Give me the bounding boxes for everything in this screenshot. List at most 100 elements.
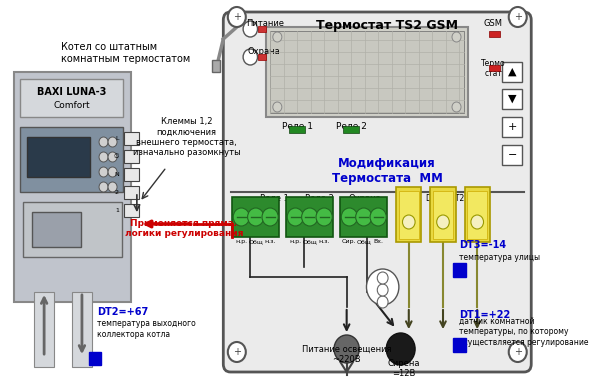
Text: Comfort: Comfort <box>54 101 91 111</box>
Text: Общ: Общ <box>248 239 263 244</box>
Bar <box>502 117 522 137</box>
Circle shape <box>243 21 257 37</box>
Circle shape <box>248 208 264 226</box>
Text: н.р.: н.р. <box>289 239 301 244</box>
Text: N: N <box>114 171 119 176</box>
Circle shape <box>108 182 117 192</box>
Bar <box>430 187 455 242</box>
Text: Охрана: Охрана <box>348 194 381 203</box>
Circle shape <box>452 102 461 112</box>
Circle shape <box>228 7 246 27</box>
Text: Котел со штатным
комнатным термостатом: Котел со штатным комнатным термостатом <box>61 42 190 63</box>
Bar <box>20 79 124 117</box>
Circle shape <box>273 102 282 112</box>
Text: +: + <box>233 347 241 357</box>
Circle shape <box>341 208 358 226</box>
Circle shape <box>334 335 359 363</box>
Text: Клеммы 1,2
подключения
внешнего термостата,
изначально разомкнуты: Клеммы 1,2 подключения внешнего термоста… <box>133 117 240 157</box>
Text: +: + <box>508 122 517 132</box>
Text: DT3: DT3 <box>472 194 488 203</box>
Text: н.з.: н.з. <box>265 239 276 244</box>
Bar <box>289 126 305 133</box>
Bar <box>399 191 419 239</box>
Text: Термо
стат: Термо стат <box>481 59 506 79</box>
Text: Питание освещения
~220В: Питание освещения ~220В <box>302 345 391 365</box>
Text: Реле 1: Реле 1 <box>281 122 313 131</box>
Bar <box>257 54 266 60</box>
Bar <box>489 65 500 71</box>
Circle shape <box>367 269 399 305</box>
Bar <box>340 197 387 237</box>
Bar <box>27 137 90 177</box>
Text: Реле 2: Реле 2 <box>336 122 367 131</box>
Circle shape <box>386 333 415 365</box>
Bar <box>270 31 464 113</box>
Text: температура улицы: температура улицы <box>459 252 540 262</box>
Bar <box>89 352 101 365</box>
Circle shape <box>99 137 108 147</box>
Bar <box>396 187 421 242</box>
Text: +: + <box>514 347 522 357</box>
Circle shape <box>471 215 484 229</box>
Text: DT1: DT1 <box>425 194 441 203</box>
Bar <box>502 145 522 165</box>
Circle shape <box>403 215 415 229</box>
Bar <box>124 150 139 163</box>
Text: Модификация
Термостата  ММ: Модификация Термостата ММ <box>332 157 443 185</box>
Text: 1: 1 <box>115 207 119 212</box>
Circle shape <box>509 7 527 27</box>
Bar <box>433 191 453 239</box>
Text: Общ: Общ <box>302 239 317 244</box>
Text: BAXI LUNA-3: BAXI LUNA-3 <box>37 87 107 97</box>
Text: Общ: Общ <box>356 239 371 244</box>
Text: Охрана: Охрана <box>247 47 280 56</box>
Text: Сирена
=12В: Сирена =12В <box>387 359 419 378</box>
Bar <box>20 127 124 192</box>
Text: ∅: ∅ <box>113 154 119 159</box>
Text: температура выходного
коллектора котла: температура выходного коллектора котла <box>97 319 196 339</box>
Circle shape <box>228 342 246 362</box>
Text: L: L <box>115 135 119 140</box>
Bar <box>34 292 54 367</box>
Circle shape <box>316 208 332 226</box>
Bar <box>124 204 139 217</box>
Circle shape <box>243 49 257 65</box>
Text: Применяется прямая
логики регулирования: Применяется прямая логики регулирования <box>125 219 244 238</box>
Circle shape <box>99 152 108 162</box>
Bar <box>232 197 279 237</box>
Text: DT2: DT2 <box>449 194 464 203</box>
Bar <box>453 263 466 277</box>
Text: Термостат TS2 GSM: Термостат TS2 GSM <box>316 19 458 32</box>
Bar <box>124 132 139 145</box>
Bar <box>489 31 500 37</box>
Bar <box>14 72 131 302</box>
Bar <box>124 168 139 181</box>
Text: Питание: Питание <box>247 19 284 28</box>
Circle shape <box>99 182 108 192</box>
Bar <box>453 338 466 352</box>
Circle shape <box>356 208 372 226</box>
Bar <box>32 212 81 247</box>
Text: Сир.: Сир. <box>342 239 356 244</box>
Bar <box>286 197 333 237</box>
Text: +: + <box>233 12 241 22</box>
Text: ▲: ▲ <box>508 67 517 77</box>
Text: DT1=+22: DT1=+22 <box>459 310 511 320</box>
Bar <box>72 292 92 367</box>
Circle shape <box>509 342 527 362</box>
Text: Вх.: Вх. <box>373 239 383 244</box>
Circle shape <box>370 208 386 226</box>
Circle shape <box>108 152 117 162</box>
Text: GSM: GSM <box>484 19 503 28</box>
Circle shape <box>452 32 461 42</box>
Bar <box>266 27 468 117</box>
Text: н.р.: н.р. <box>235 239 247 244</box>
Bar <box>212 60 220 72</box>
Circle shape <box>108 137 117 147</box>
Bar <box>343 126 359 133</box>
Circle shape <box>377 272 388 284</box>
Text: −: − <box>508 150 517 160</box>
Text: DT0: DT0 <box>402 194 418 203</box>
Text: Реле 2: Реле 2 <box>305 194 334 203</box>
Circle shape <box>233 208 250 226</box>
